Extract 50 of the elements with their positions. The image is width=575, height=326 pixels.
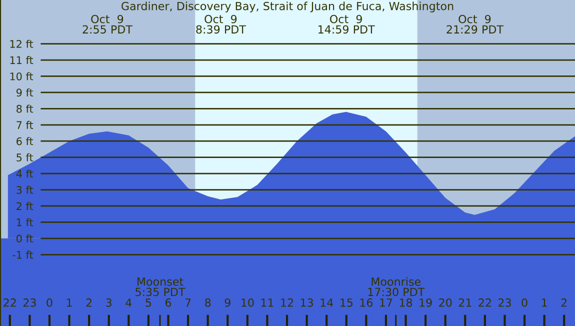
x-tick-label: 15 bbox=[340, 298, 352, 307]
annotation: Moonrise 17:30 PDT bbox=[368, 277, 425, 296]
annotation: Oct 9 8:39 PDT bbox=[196, 14, 246, 34]
y-tick-label: 1 ft bbox=[16, 218, 34, 226]
x-tick-label: 9 bbox=[224, 298, 230, 307]
x-tick-label: 4 bbox=[126, 298, 132, 307]
y-tick-label: -1 ft bbox=[12, 250, 34, 259]
x-tick-label: 22 bbox=[4, 298, 16, 307]
y-tick-label: 10 ft bbox=[10, 72, 34, 80]
x-tick-label: 16 bbox=[360, 298, 373, 307]
x-tick-label: 11 bbox=[261, 298, 274, 307]
x-tick-label: 0 bbox=[522, 298, 528, 307]
y-tick-label: 12 ft bbox=[10, 40, 34, 48]
x-tick-label: 8 bbox=[205, 298, 211, 307]
y-tick-label: 5 ft bbox=[16, 153, 34, 162]
x-tick-label: 14 bbox=[320, 298, 334, 307]
x-tick-label: 7 bbox=[185, 298, 191, 307]
x-tick-label: 23 bbox=[23, 298, 36, 307]
annotation: Moonset 5:35 PDT bbox=[136, 278, 186, 296]
x-tick-label: 22 bbox=[478, 298, 491, 307]
y-tick-label: 7 ft bbox=[16, 120, 34, 129]
x-tick-label: 1 bbox=[66, 298, 72, 307]
x-tick-label: 0 bbox=[46, 298, 52, 307]
y-tick-label: 6 ft bbox=[16, 137, 34, 146]
x-tick-label: 17 bbox=[380, 298, 392, 307]
y-tick-label: 8 ft bbox=[16, 104, 34, 113]
x-tick-label: 13 bbox=[300, 298, 313, 307]
x-tick-label: 21 bbox=[458, 298, 472, 307]
y-tick-label: 4 ft bbox=[16, 170, 34, 178]
x-tick-label: 2 bbox=[86, 298, 92, 307]
annotation: Oct 9 21:29 PDT bbox=[446, 14, 504, 34]
y-tick-label: 0 ft bbox=[16, 234, 34, 243]
x-tick-label: 19 bbox=[420, 298, 432, 307]
y-tick-label: 9 ft bbox=[16, 88, 34, 97]
chart-title: Gardiner, Discovery Bay, Strait of Juan de Fuca, Washington bbox=[122, 2, 454, 12]
x-tick-label: 6 bbox=[165, 298, 172, 307]
x-tick-label: 10 bbox=[242, 298, 254, 307]
x-tick-label: 23 bbox=[498, 298, 511, 307]
x-tick-label: 12 bbox=[281, 298, 293, 307]
y-tick-label: 3 ft bbox=[16, 186, 34, 194]
x-tick-label: 3 bbox=[106, 298, 112, 307]
x-tick-label: 5 bbox=[146, 298, 152, 307]
y-tick-label: 2 ft bbox=[16, 202, 34, 210]
annotation: Oct 9 14:59 PDT bbox=[318, 14, 375, 34]
x-tick-label: 18 bbox=[400, 298, 412, 307]
x-tick-label: 20 bbox=[439, 298, 452, 307]
y-tick-label: 11 ft bbox=[10, 56, 34, 64]
x-tick-label: 1 bbox=[542, 298, 547, 307]
x-tick-label: 2 bbox=[561, 298, 567, 307]
annotation: Oct 9 2:55 PDT bbox=[82, 14, 133, 34]
